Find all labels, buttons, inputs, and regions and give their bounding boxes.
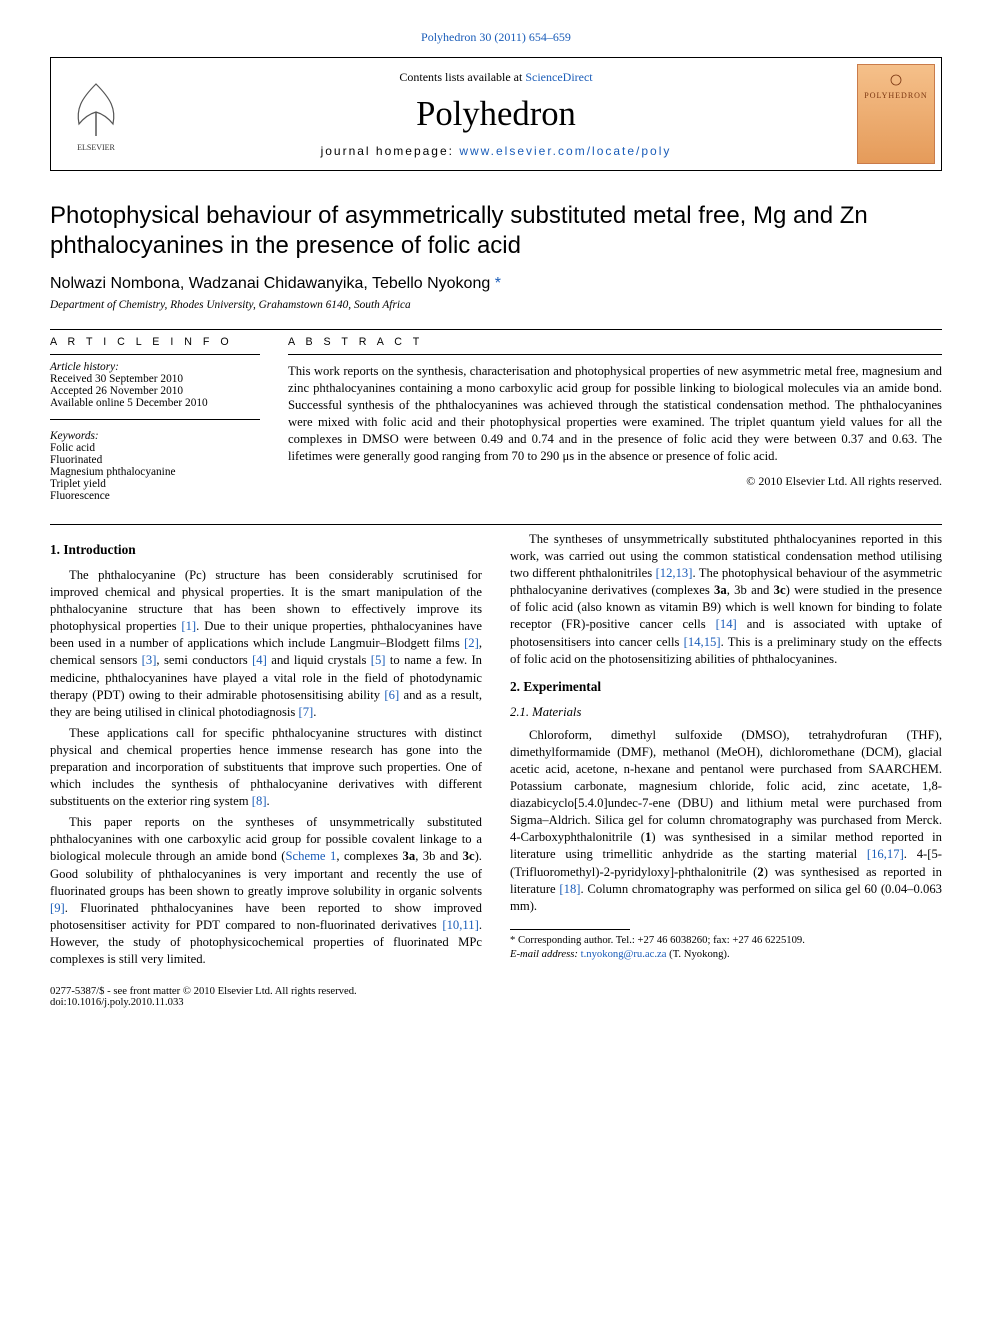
scheme-link[interactable]: Scheme 1 bbox=[285, 849, 336, 863]
ref-link[interactable]: [9] bbox=[50, 901, 65, 915]
top-citation-link[interactable]: Polyhedron 30 (2011) 654–659 bbox=[421, 30, 571, 44]
doi-line: doi:10.1016/j.poly.2010.11.033 bbox=[50, 997, 942, 1008]
received-date: Received 30 September 2010 bbox=[50, 373, 260, 385]
ref-link[interactable]: [18] bbox=[559, 882, 580, 896]
keywords-label: Keywords: bbox=[50, 430, 260, 442]
affiliation: Department of Chemistry, Rhodes Universi… bbox=[50, 299, 942, 311]
ref-link[interactable]: [4] bbox=[252, 653, 267, 667]
article-info-col: A R T I C L E I N F O Article history: R… bbox=[50, 336, 260, 502]
contents-line: Contents lists available at ScienceDirec… bbox=[141, 70, 851, 85]
ref-link[interactable]: [6] bbox=[384, 688, 399, 702]
header-center: Contents lists available at ScienceDirec… bbox=[141, 58, 851, 170]
corresponding-marker[interactable]: * bbox=[495, 275, 501, 292]
ref-link[interactable]: [8] bbox=[252, 794, 267, 808]
email-footnote: E-mail address: t.nyokong@ru.ac.za (T. N… bbox=[510, 948, 942, 962]
homepage-line: journal homepage: www.elsevier.com/locat… bbox=[141, 144, 851, 158]
journal-header: ELSEVIER Contents lists available at Sci… bbox=[50, 57, 942, 171]
history-label: Article history: bbox=[50, 361, 260, 373]
article-info-label: A R T I C L E I N F O bbox=[50, 336, 260, 348]
cover-emblem-icon bbox=[889, 73, 903, 87]
journal-cover-thumb: POLYHEDRON bbox=[857, 64, 935, 164]
accepted-date: Accepted 26 November 2010 bbox=[50, 385, 260, 397]
publisher-logo-cell: ELSEVIER bbox=[51, 58, 141, 170]
rule-top bbox=[50, 329, 942, 330]
intro-heading: 1. Introduction bbox=[50, 541, 482, 559]
rule-mid bbox=[50, 524, 942, 525]
ref-link[interactable]: [1] bbox=[181, 619, 196, 633]
keyword: Fluorescence bbox=[50, 490, 260, 502]
issn-line: 0277-5387/$ - see front matter © 2010 El… bbox=[50, 986, 942, 997]
ref-link[interactable]: [14] bbox=[716, 617, 737, 631]
ref-link[interactable]: [7] bbox=[299, 705, 314, 719]
keyword: Folic acid bbox=[50, 442, 260, 454]
email-label: E-mail address: bbox=[510, 949, 581, 960]
contents-prefix: Contents lists available at bbox=[399, 70, 525, 84]
compound-label: 3c bbox=[463, 849, 475, 863]
compound-label: 3a bbox=[403, 849, 416, 863]
sciencedirect-link[interactable]: ScienceDirect bbox=[525, 70, 592, 84]
info-rule-1 bbox=[50, 354, 260, 355]
abstract-col: A B S T R A C T This work reports on the… bbox=[288, 336, 942, 502]
journal-title: Polyhedron bbox=[141, 95, 851, 134]
ref-link[interactable]: [10,11] bbox=[442, 918, 478, 932]
authors-text: Nolwazi Nombona, Wadzanai Chidawanyika, … bbox=[50, 275, 490, 292]
abstract-text: This work reports on the synthesis, char… bbox=[288, 363, 942, 466]
email-link[interactable]: t.nyokong@ru.ac.za bbox=[581, 949, 667, 960]
abstract-label: A B S T R A C T bbox=[288, 336, 942, 348]
ref-link[interactable]: [16,17] bbox=[867, 847, 904, 861]
corresponding-footnote: * Corresponding author. Tel.: +27 46 603… bbox=[510, 934, 942, 948]
article-title: Photophysical behaviour of asymmetricall… bbox=[50, 201, 942, 261]
ref-link[interactable]: [14,15] bbox=[684, 635, 721, 649]
footnote-rule bbox=[510, 929, 630, 930]
abstract-rule bbox=[288, 354, 942, 355]
homepage-prefix: journal homepage: bbox=[321, 144, 460, 158]
publisher-name: ELSEVIER bbox=[77, 143, 115, 152]
keyword: Magnesium phthalocyanine bbox=[50, 466, 260, 478]
body-columns: 1. Introduction The phthalocyanine (Pc) … bbox=[50, 531, 942, 968]
keyword: Triplet yield bbox=[50, 478, 260, 490]
intro-p3: This paper reports on the syntheses of u… bbox=[50, 814, 482, 968]
info-rule-2 bbox=[50, 419, 260, 420]
ref-link[interactable]: [12,13] bbox=[656, 566, 693, 580]
intro-p1: The phthalocyanine (Pc) structure has be… bbox=[50, 567, 482, 721]
top-citation: Polyhedron 30 (2011) 654–659 bbox=[50, 30, 942, 45]
intro-p2: These applications call for specific pht… bbox=[50, 725, 482, 810]
compound-label: 3a bbox=[714, 583, 727, 597]
keyword: Fluorinated bbox=[50, 454, 260, 466]
authors-line: Nolwazi Nombona, Wadzanai Chidawanyika, … bbox=[50, 275, 942, 293]
materials-p1: Chloroform, dimethyl sulfoxide (DMSO), t… bbox=[510, 727, 942, 915]
ref-link[interactable]: [2] bbox=[464, 636, 479, 650]
ref-link[interactable]: [3] bbox=[142, 653, 157, 667]
experimental-heading: 2. Experimental bbox=[510, 678, 942, 696]
cover-journal-label: POLYHEDRON bbox=[864, 91, 927, 100]
abstract-copyright: © 2010 Elsevier Ltd. All rights reserved… bbox=[288, 474, 942, 489]
elsevier-tree-icon: ELSEVIER bbox=[61, 74, 131, 154]
intro-p4: The syntheses of unsymmetrically substit… bbox=[510, 531, 942, 668]
homepage-link[interactable]: www.elsevier.com/locate/poly bbox=[459, 144, 671, 158]
cover-thumb-cell: POLYHEDRON bbox=[851, 58, 941, 170]
materials-heading: 2.1. Materials bbox=[510, 704, 942, 721]
email-suffix: (T. Nyokong). bbox=[667, 949, 730, 960]
page-footer: 0277-5387/$ - see front matter © 2010 El… bbox=[50, 986, 942, 1008]
meta-abstract-row: A R T I C L E I N F O Article history: R… bbox=[50, 336, 942, 502]
compound-label: 3c bbox=[774, 583, 786, 597]
ref-link[interactable]: [5] bbox=[371, 653, 386, 667]
online-date: Available online 5 December 2010 bbox=[50, 397, 260, 409]
